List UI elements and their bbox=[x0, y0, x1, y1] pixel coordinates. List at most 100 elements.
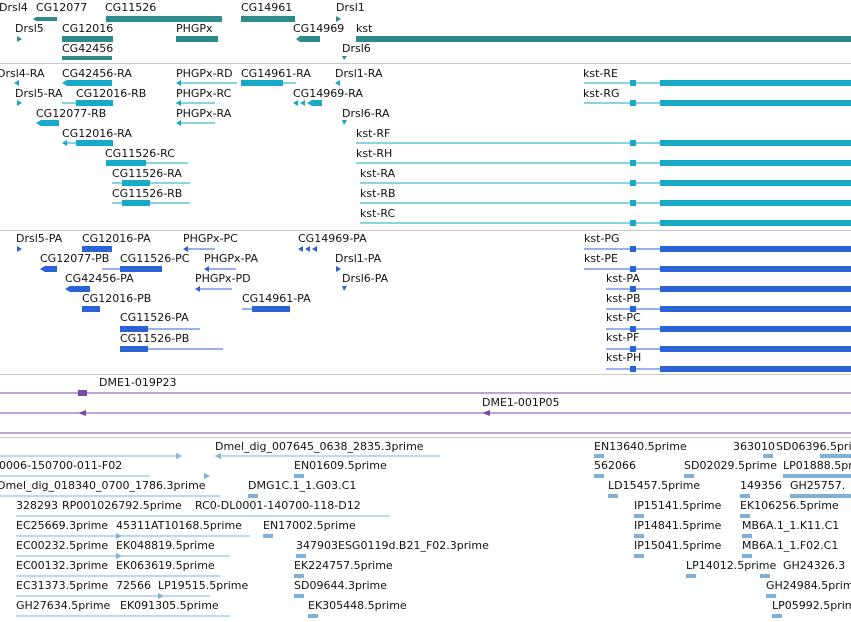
protein-label[interactable]: CG42456-PA bbox=[65, 272, 134, 285]
transcript-label[interactable]: CG42456-RA bbox=[62, 67, 132, 80]
est-label[interactable]: EC31373.5prime bbox=[16, 579, 109, 592]
protein-label[interactable]: CG14969-PA bbox=[298, 232, 367, 245]
est-label[interactable]: RP001026792.5prime bbox=[62, 499, 182, 512]
est-label[interactable]: LP19515.5prime bbox=[158, 579, 249, 592]
transcript-label[interactable]: Drsl1-RA bbox=[335, 67, 383, 80]
est-label[interactable]: 45311 bbox=[116, 519, 151, 532]
protein-label[interactable]: PHGPx-PA bbox=[204, 252, 258, 265]
est-label[interactable]: 149356 bbox=[740, 479, 782, 492]
protein-label[interactable]: PHGPx-PD bbox=[195, 272, 251, 285]
protein-label[interactable]: kst-PF bbox=[606, 331, 640, 344]
transcript-label[interactable]: Drsl4-RA bbox=[0, 67, 45, 80]
clone-label[interactable]: DME1-019P23 bbox=[99, 376, 177, 389]
est-label[interactable]: EK048819.5prime bbox=[116, 539, 215, 552]
est-label[interactable]: GH27634.5prime bbox=[16, 599, 111, 612]
est-label[interactable]: GH24326.3 bbox=[783, 559, 846, 572]
protein-label[interactable]: kst-PE bbox=[584, 252, 618, 265]
gene-label[interactable]: CG12016 bbox=[62, 22, 114, 35]
protein-label[interactable]: CG11526-PA bbox=[120, 311, 189, 324]
est-label[interactable]: EN01609.5prime bbox=[294, 459, 387, 472]
gene-label[interactable]: Drsl4 bbox=[0, 1, 28, 14]
protein-label[interactable]: CG12077-PB bbox=[40, 252, 110, 265]
est-label[interactable]: EK091305.5prime bbox=[120, 599, 219, 612]
est-label[interactable]: 347903 bbox=[296, 539, 338, 552]
transcript-label[interactable]: CG11526-RB bbox=[112, 187, 183, 200]
transcript-label[interactable]: CG14969-RA bbox=[293, 87, 363, 100]
transcript-label[interactable]: CG11526-RA bbox=[112, 167, 182, 180]
est-label[interactable]: RC0-DL0001-140700-118-D12 bbox=[195, 499, 361, 512]
protein-label[interactable]: kst-PH bbox=[606, 351, 642, 364]
est-label[interactable]: EK063619.5prime bbox=[116, 559, 215, 572]
protein-label[interactable]: Drsl6-PA bbox=[342, 272, 389, 285]
gene-label[interactable]: CG12077 bbox=[36, 1, 88, 14]
transcript-label[interactable]: kst-RG bbox=[583, 87, 620, 100]
transcript-label[interactable]: PHGPx-RC bbox=[176, 87, 232, 100]
est-label[interactable]: LP01888.5prime bbox=[783, 459, 851, 472]
protein-label[interactable]: kst-PB bbox=[606, 292, 641, 305]
protein-label[interactable]: Drsl5-PA bbox=[16, 232, 63, 245]
transcript-label[interactable]: kst-RB bbox=[360, 187, 396, 200]
protein-label[interactable]: Drsl1-PA bbox=[335, 252, 382, 265]
transcript-label[interactable]: CG14961-RA bbox=[241, 67, 311, 80]
est-label[interactable]: SD09644.3prime bbox=[294, 579, 387, 592]
est-label[interactable]: LP05992.5prime bbox=[772, 599, 851, 612]
gene-label[interactable]: CG14961 bbox=[241, 1, 293, 14]
est-label[interactable]: EN17002.5prime bbox=[263, 519, 356, 532]
transcript-label[interactable]: CG12016-RA bbox=[62, 127, 132, 140]
gene-label[interactable]: Drsl5 bbox=[15, 22, 44, 35]
est-label[interactable]: IP14841.5prime bbox=[634, 519, 722, 532]
est-label[interactable]: SD02029.5prime bbox=[684, 459, 777, 472]
transcript-label[interactable]: kst-RH bbox=[356, 147, 393, 160]
gene-label[interactable]: kst bbox=[356, 22, 373, 35]
transcript-label[interactable]: PHGPx-RA bbox=[176, 107, 232, 120]
est-label[interactable]: MB6A.1_1.F02.C1 bbox=[742, 539, 839, 552]
est-label[interactable]: EK305448.5prime bbox=[308, 599, 407, 612]
est-label[interactable]: EC00232.5prime bbox=[16, 539, 109, 552]
transcript-label[interactable]: kst-RE bbox=[583, 67, 618, 80]
est-label[interactable]: GH25757. bbox=[790, 479, 846, 492]
est-label[interactable]: AT10168.5prime bbox=[151, 519, 242, 532]
est-label[interactable]: Dmel_dig_007645_0638_2835.3prime bbox=[215, 440, 424, 453]
transcript-label[interactable]: Drsl5-RA bbox=[15, 87, 63, 100]
est-label[interactable]: EN13640.5prime bbox=[594, 440, 687, 453]
gene-label[interactable]: Drsl6 bbox=[342, 42, 371, 55]
gene-label[interactable]: Drsl1 bbox=[336, 1, 365, 14]
est-label[interactable]: Dmel_dig_018340_0700_1786.3prime bbox=[0, 479, 206, 492]
gene-label[interactable]: PHGPx bbox=[176, 22, 213, 35]
est-label[interactable]: LD15457.5prime bbox=[608, 479, 701, 492]
protein-label[interactable]: kst-PC bbox=[606, 311, 641, 324]
est-label[interactable]: ESG0119d.B21_F02.3prime bbox=[338, 539, 489, 552]
est-label[interactable]: EC25669.3prime bbox=[16, 519, 109, 532]
protein-label[interactable]: CG12016-PB bbox=[82, 292, 152, 305]
est-label[interactable]: 328293 bbox=[16, 499, 58, 512]
protein-label[interactable]: PHGPx-PC bbox=[183, 232, 238, 245]
est-label[interactable]: GH24984.5prime bbox=[766, 579, 851, 592]
protein-label[interactable]: CG12016-PA bbox=[82, 232, 151, 245]
clone-label[interactable]: DME1-001P05 bbox=[482, 396, 560, 409]
gene-label[interactable]: CG42456 bbox=[62, 42, 114, 55]
transcript-label[interactable]: kst-RF bbox=[356, 127, 391, 140]
est-label[interactable]: IP15041.5prime bbox=[634, 539, 722, 552]
transcript-label[interactable]: kst-RA bbox=[360, 167, 396, 180]
est-label[interactable]: EK224757.5prime bbox=[294, 559, 393, 572]
transcript-label[interactable]: CG12077-RB bbox=[36, 107, 107, 120]
transcript-label[interactable]: Drsl6-RA bbox=[342, 107, 390, 120]
est-label[interactable]: IP15141.5prime bbox=[634, 499, 722, 512]
protein-label[interactable]: kst-PA bbox=[606, 272, 640, 285]
est-label[interactable]: 363010 bbox=[733, 440, 775, 453]
est-label[interactable]: SD06396.5prime bbox=[776, 440, 851, 453]
est-label[interactable]: 72566 bbox=[116, 579, 151, 592]
protein-label[interactable]: kst-PG bbox=[584, 232, 620, 245]
gene-label[interactable]: CG11526 bbox=[105, 1, 157, 14]
est-label[interactable]: 562066 bbox=[594, 459, 636, 472]
est-label[interactable]: EC00132.3prime bbox=[16, 559, 109, 572]
protein-label[interactable]: CG11526-PC bbox=[120, 252, 190, 265]
transcript-label[interactable]: PHGPx-RD bbox=[176, 67, 233, 80]
protein-label[interactable]: CG11526-PB bbox=[120, 332, 190, 345]
protein-label[interactable]: CG14961-PA bbox=[242, 292, 311, 305]
est-label[interactable]: EK106256.5prime bbox=[740, 499, 839, 512]
est-label[interactable]: 0006-150700-011-F02 bbox=[0, 459, 123, 472]
transcript-label[interactable]: CG11526-RC bbox=[105, 147, 175, 160]
est-label[interactable]: DMG1C.1_1.G03.C1 bbox=[248, 479, 357, 492]
